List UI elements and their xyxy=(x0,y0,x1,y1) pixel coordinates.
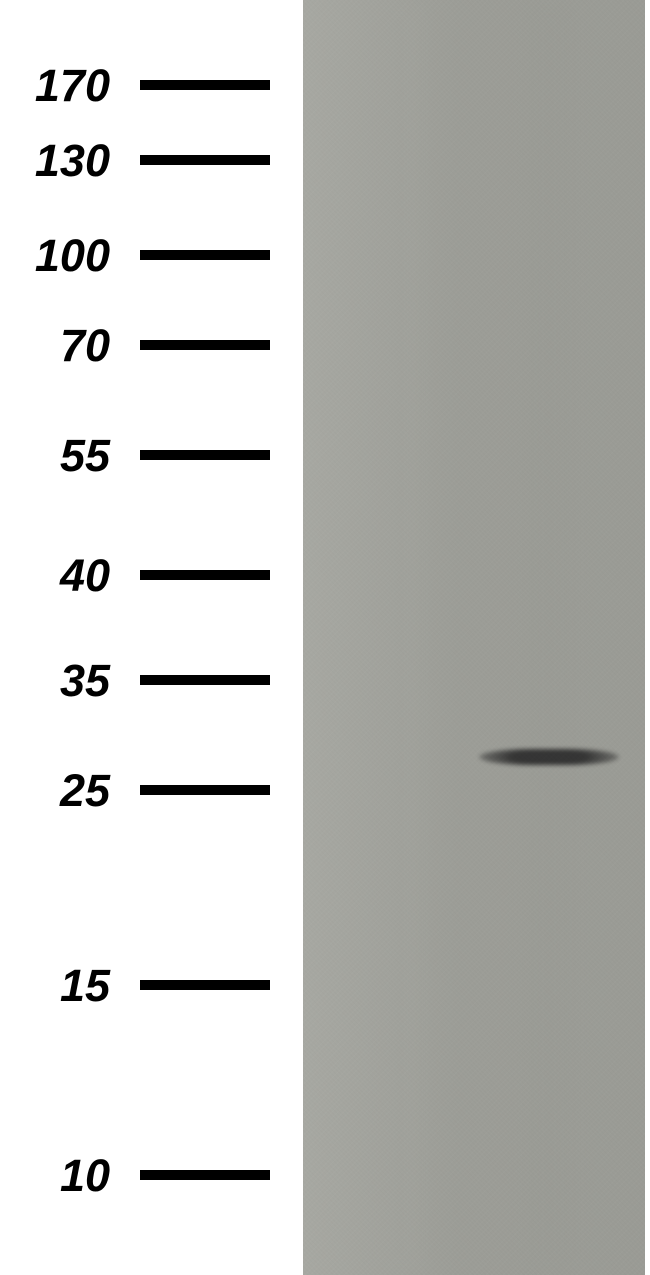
ladder-tick xyxy=(140,980,270,990)
blot-membrane xyxy=(303,0,645,1275)
ladder-label: 170 xyxy=(35,60,110,112)
ladder-tick xyxy=(140,250,270,260)
ladder-tick xyxy=(140,340,270,350)
western-blot-figure: 170 130 100 70 55 40 35 25 15 10 xyxy=(0,0,650,1275)
ladder-label: 70 xyxy=(60,320,110,372)
ladder-tick xyxy=(140,1170,270,1180)
ladder-label: 40 xyxy=(60,550,110,602)
ladder-tick xyxy=(140,675,270,685)
ladder-label: 25 xyxy=(60,765,110,817)
ladder-tick xyxy=(140,155,270,165)
ladder-label: 10 xyxy=(60,1150,110,1202)
ladder-tick xyxy=(140,450,270,460)
ladder-tick xyxy=(140,80,270,90)
ladder-tick xyxy=(140,570,270,580)
blot-noise xyxy=(303,0,645,1275)
ladder-tick xyxy=(140,785,270,795)
ladder-label: 55 xyxy=(60,430,110,482)
ladder-label: 35 xyxy=(60,655,110,707)
ladder-label: 15 xyxy=(60,960,110,1012)
ladder-label: 100 xyxy=(35,230,110,282)
ladder-label: 130 xyxy=(35,135,110,187)
